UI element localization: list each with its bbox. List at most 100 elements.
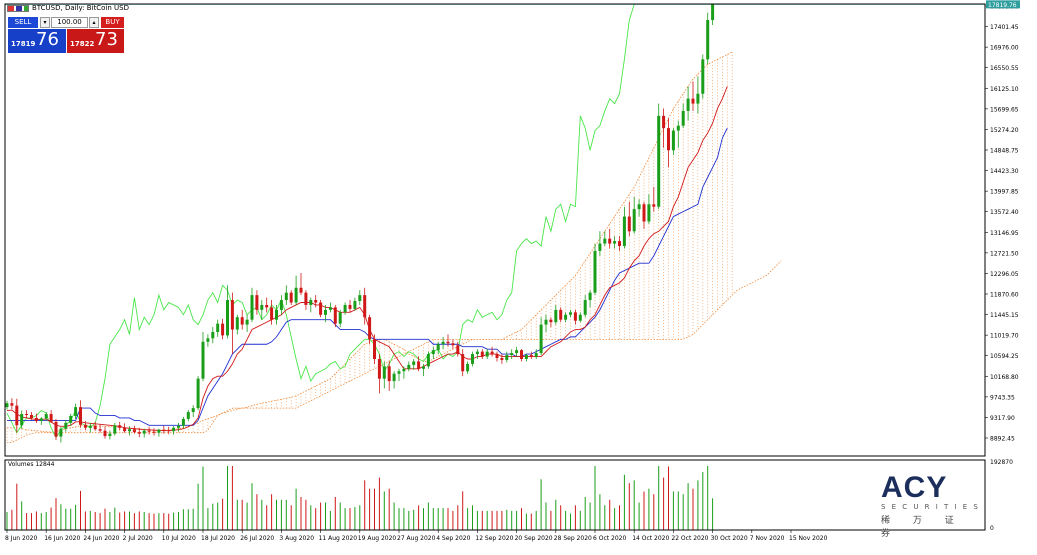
date-axis-label: 4 Sep 2020 — [436, 535, 470, 542]
candle — [559, 307, 563, 323]
candle-body — [618, 241, 621, 247]
candle — [30, 412, 33, 420]
price-axis-label: 12296.05 — [990, 271, 1019, 278]
candle — [578, 312, 582, 323]
candle — [544, 314, 548, 332]
candle — [118, 421, 122, 431]
candle-body — [221, 323, 225, 336]
candle — [338, 309, 342, 328]
candle-body — [559, 309, 563, 320]
candle — [54, 418, 58, 441]
candle-body — [103, 430, 107, 437]
candle — [10, 398, 14, 410]
sell-price-big: 76 — [36, 29, 59, 50]
candle — [426, 351, 430, 369]
candle-body — [711, 4, 715, 21]
candle-body — [279, 300, 283, 310]
candle — [206, 334, 210, 347]
price-axis-label: 10594.25 — [990, 353, 1019, 360]
candle — [387, 361, 391, 391]
candle-body — [671, 130, 675, 151]
candle — [324, 304, 327, 323]
buy-button-label[interactable]: BUY — [101, 17, 124, 28]
lot-size-input[interactable]: 100.00 — [51, 17, 88, 28]
chart-title-text: BTCUSD, Daily: BitCoin USD — [32, 4, 129, 12]
candle-body — [39, 418, 43, 421]
date-axis-label: 8 Jun 2020 — [5, 535, 37, 542]
candle — [681, 103, 685, 129]
candle-body — [637, 204, 641, 210]
candle — [83, 420, 87, 431]
logo-chinese-text: 稀 万 证 券 — [881, 516, 964, 539]
candle — [456, 341, 460, 357]
candle-body — [652, 204, 656, 207]
candle — [412, 358, 416, 370]
candle-body — [113, 425, 117, 434]
candle — [123, 423, 127, 433]
candle-body — [152, 431, 156, 433]
price-axis-label: 15274.20 — [990, 127, 1019, 134]
candle — [98, 424, 102, 433]
candle — [333, 304, 337, 328]
candle-body — [544, 319, 548, 325]
candle — [667, 118, 670, 168]
candle — [294, 275, 298, 305]
candle-body — [466, 363, 470, 372]
candle — [284, 285, 288, 305]
candle — [475, 349, 479, 359]
candle-body — [230, 300, 234, 330]
candle — [39, 416, 43, 425]
candle-body — [441, 341, 445, 345]
candle-body — [250, 295, 254, 320]
candle-body — [505, 355, 509, 360]
sell-button-label[interactable]: SELL — [8, 17, 38, 28]
candle-body — [475, 351, 479, 355]
date-axis-label: 10 Jul 2020 — [162, 535, 196, 542]
buy-price-button[interactable]: 17822 73 — [67, 29, 124, 53]
candle-body — [30, 414, 33, 418]
candle — [245, 314, 249, 332]
candle — [260, 300, 264, 320]
candle-body — [676, 125, 680, 131]
candle — [152, 428, 156, 436]
candle — [539, 317, 543, 356]
candle-body — [554, 309, 558, 323]
candle-body — [289, 292, 293, 303]
candle-body — [373, 339, 376, 359]
candle-body — [657, 115, 661, 207]
candle-body — [471, 354, 474, 364]
price-axis-label: 16550.55 — [990, 65, 1019, 72]
date-axis-label: 12 Sep 2020 — [475, 535, 513, 542]
lot-increase-button[interactable]: ▴ — [89, 17, 99, 28]
candle — [451, 339, 455, 350]
candle-body — [451, 343, 455, 346]
candle — [103, 426, 107, 439]
lot-decrease-button[interactable]: ▾ — [40, 17, 50, 28]
sell-price-button[interactable]: 17819 76 — [8, 29, 66, 53]
candle-body — [353, 301, 357, 309]
price-pane-border — [4, 3, 986, 457]
candle — [686, 86, 690, 121]
candle — [500, 354, 504, 364]
candle — [211, 327, 215, 344]
candle — [529, 351, 533, 359]
price-axis-label: 17401.45 — [990, 24, 1019, 31]
candle — [44, 412, 48, 421]
candle — [25, 410, 29, 418]
chikou-span-line — [6, 4, 635, 439]
candle-body — [368, 317, 372, 340]
candle-body — [304, 292, 308, 305]
candle — [377, 354, 381, 394]
candle-body — [34, 417, 38, 421]
candle-body — [480, 351, 484, 357]
buy-price-small: 17822 — [70, 40, 95, 48]
date-axis-label: 19 Aug 2020 — [358, 535, 397, 542]
candle — [392, 371, 396, 389]
candle — [181, 416, 185, 429]
candle — [108, 430, 112, 440]
date-axis-label: 15 Nov 2020 — [789, 535, 828, 542]
candle-body — [132, 429, 136, 433]
candle-body — [162, 429, 166, 431]
